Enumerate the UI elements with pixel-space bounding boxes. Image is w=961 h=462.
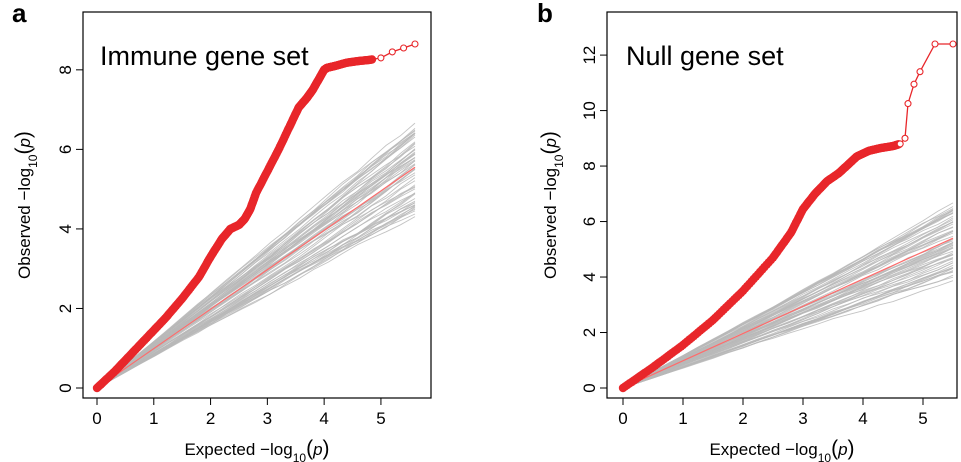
panel-a-null-line bbox=[96, 213, 416, 389]
panel-a-x-tick-label: 2 bbox=[206, 409, 215, 428]
panel-a-y-axis-label: Observed −log10(p) bbox=[12, 131, 40, 279]
panel-b-x-axis-label: Expected −log10(p) bbox=[709, 437, 854, 462]
panel-b-null-line bbox=[622, 242, 954, 389]
panel-b-y-axis-label: Observed −log10(p) bbox=[538, 131, 566, 279]
panel-a-title: Immune gene set bbox=[100, 41, 309, 71]
panel-a-x-tick-label: 0 bbox=[92, 409, 101, 428]
panel-b-null-line bbox=[622, 256, 954, 389]
panel-a-null-line bbox=[96, 136, 416, 389]
panel-a-observed-tail-point bbox=[411, 40, 419, 48]
panel-a-null-line bbox=[96, 180, 416, 389]
panel-a-null-line bbox=[96, 200, 416, 389]
panel-a: a Immune gene set 0 1 2 3 4 5 0 2 4 6 8 Expected … bbox=[12, 0, 432, 462]
panel-b-title: Null gene set bbox=[626, 41, 784, 71]
panel-a-reference-line-group bbox=[96, 166, 416, 389]
panel-a-null-line bbox=[96, 174, 416, 389]
panel-a-y-tick-label: 8 bbox=[56, 65, 75, 74]
panel-b-y-tick-label: 4 bbox=[580, 272, 599, 281]
panel-b-x-tick-label: 3 bbox=[798, 409, 807, 428]
panel-a-null-line bbox=[96, 188, 416, 389]
panel-a-observed-tail-point bbox=[400, 44, 408, 52]
panel-b-observed-tail-point bbox=[904, 100, 912, 108]
panel-a-null-line bbox=[96, 157, 416, 389]
panel-b-reference-line bbox=[622, 237, 954, 389]
panel-b-letter: b bbox=[537, 0, 553, 28]
panel-b-null-line bbox=[622, 253, 954, 389]
panel-a-y-tick-label: 4 bbox=[56, 224, 75, 233]
panel-a-observed-group bbox=[92, 40, 419, 393]
panel-b-observed-tail-point bbox=[901, 134, 909, 142]
panel-b-observed-tail-point bbox=[949, 40, 957, 48]
panel-a-null-line bbox=[96, 216, 416, 389]
panel-b-y-axis: 0 2 4 6 8 10 12 bbox=[580, 46, 607, 393]
panel-a-plot-frame bbox=[82, 11, 432, 399]
panel-b-x-axis: 0 1 2 3 4 5 bbox=[618, 398, 928, 428]
panel-a-y-tick-label: 0 bbox=[56, 383, 75, 392]
panel-a-observed-tail-point bbox=[388, 48, 396, 56]
panel-b-observed-tail-point bbox=[910, 80, 918, 88]
panel-b-y-tick-label: 2 bbox=[580, 328, 599, 337]
panel-a-letter: a bbox=[12, 0, 27, 28]
panel-a-observed-point bbox=[367, 55, 377, 64]
panel-a-null-line bbox=[96, 130, 416, 389]
panel-b-null-line bbox=[622, 267, 954, 389]
panel-b-y-tick-label: 8 bbox=[580, 161, 599, 170]
panel-b-reference-line-group bbox=[622, 237, 954, 389]
panel-b-y-tick-label: 6 bbox=[580, 217, 599, 226]
panel-a-null-lines bbox=[96, 122, 416, 389]
panel-a-reference-line bbox=[96, 166, 416, 389]
panel-a-x-tick-label: 1 bbox=[149, 409, 158, 428]
panel-b-null-line bbox=[622, 280, 954, 389]
panel-a-null-line bbox=[96, 198, 416, 389]
panel-b-x-tick-label: 1 bbox=[678, 409, 687, 428]
panel-b-null-line bbox=[622, 250, 954, 389]
panel-a-x-axis-label: Expected −log10(p) bbox=[184, 437, 329, 462]
panel-a-null-line bbox=[96, 148, 416, 389]
panel-b-x-tick-label: 5 bbox=[918, 409, 927, 428]
panel-a-x-tick-label: 5 bbox=[376, 409, 385, 428]
panel-b-null-line bbox=[622, 221, 954, 389]
panel-b-observed-tail-point bbox=[896, 140, 904, 148]
panel-b-y-tick-label: 12 bbox=[580, 46, 599, 65]
panel-b-x-tick-label: 0 bbox=[618, 409, 627, 428]
panel-b-y-tick-label: 10 bbox=[580, 101, 599, 120]
panel-a-null-line bbox=[96, 122, 416, 389]
panel-a-y-tick-label: 2 bbox=[56, 304, 75, 313]
panel-b-observed-tail-point bbox=[916, 68, 924, 76]
panel-a-x-axis: 0 1 2 3 4 5 bbox=[92, 398, 386, 428]
panel-b-plot-frame bbox=[606, 11, 958, 399]
panel-a-y-tick-label: 6 bbox=[56, 145, 75, 154]
panel-a-y-axis: 0 2 4 6 8 bbox=[56, 65, 83, 393]
panel-b-observed-tail-point bbox=[931, 40, 939, 48]
panel-b-observed-group bbox=[618, 40, 957, 393]
panel-b-observed-line bbox=[622, 43, 953, 389]
panel-a-x-tick-label: 4 bbox=[319, 409, 328, 428]
panel-a-x-tick-label: 3 bbox=[263, 409, 272, 428]
panel-b-y-tick-label: 0 bbox=[580, 383, 599, 392]
panel-a-observed-tail-point bbox=[377, 54, 385, 62]
panel-a-null-line bbox=[96, 157, 416, 389]
panel-b-null-line bbox=[622, 210, 954, 389]
panel-b-null-line bbox=[622, 227, 954, 389]
panel-b-x-tick-label: 4 bbox=[858, 409, 867, 428]
panel-b-x-tick-label: 2 bbox=[738, 409, 747, 428]
panel-a-null-line bbox=[96, 128, 416, 389]
